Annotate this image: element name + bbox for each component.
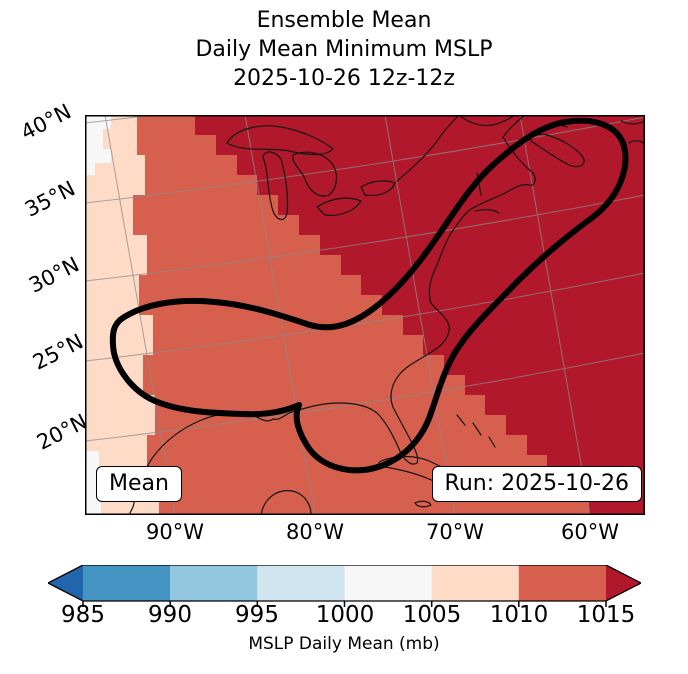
coastline-great-lakes (226, 125, 396, 221)
cb-tick-1005: 1005 (402, 602, 462, 628)
colorbar-segment-990-995 (170, 565, 258, 601)
map-frame (85, 115, 645, 515)
ensemble-contour-outline (109, 117, 629, 474)
run-label-box: Run: 2025-10-26 (431, 466, 642, 502)
mean-label-box: Mean (96, 466, 182, 502)
xtick-90w: 90°W (146, 520, 204, 544)
colorbar-segment-1000-1005 (344, 565, 432, 601)
cb-tick-1000: 1000 (315, 602, 375, 628)
colorbar-segment-985-990 (83, 565, 171, 601)
map-canvas (85, 115, 645, 515)
xtick-60w: 60°W (561, 520, 619, 544)
xtick-80w: 80°W (286, 520, 344, 544)
title-line-2: Daily Mean Minimum MSLP (195, 37, 493, 62)
colorbar-tick-marks (82, 601, 607, 607)
colorbar-under-arrow (48, 565, 83, 601)
colorbar-segment-1005-1010 (431, 565, 519, 601)
colorbar-axis-label: MSLP Daily Mean (mb) (248, 634, 440, 654)
ytick-40n: 40°N (16, 99, 76, 145)
cb-tick-990: 990 (148, 602, 192, 628)
colorbar-segment-1010-1015 (518, 565, 606, 601)
cb-tick-995: 995 (235, 602, 279, 628)
cb-tick-1015: 1015 (576, 602, 636, 628)
figure-title: Ensemble Mean Daily Mean Minimum MSLP 20… (0, 6, 688, 93)
xtick-70w: 70°W (426, 520, 484, 544)
fill-band-1000-1005-nw (85, 115, 111, 175)
colorbar (46, 564, 643, 611)
title-line-3: 2025-10-26 12z-12z (233, 66, 455, 91)
map-plot (85, 115, 645, 515)
colorbar-over-arrow (606, 565, 641, 601)
ytick-30n: 30°N (24, 252, 84, 298)
colorbar-segment-995-1000 (257, 565, 345, 601)
colorbar-canvas (46, 564, 643, 607)
cb-tick-1010: 1010 (489, 602, 549, 628)
ytick-20n: 20°N (32, 409, 92, 455)
cb-tick-985: 985 (61, 602, 105, 628)
ytick-35n: 35°N (20, 176, 80, 222)
title-line-1: Ensemble Mean (256, 8, 432, 33)
ytick-25n: 25°N (28, 329, 88, 375)
